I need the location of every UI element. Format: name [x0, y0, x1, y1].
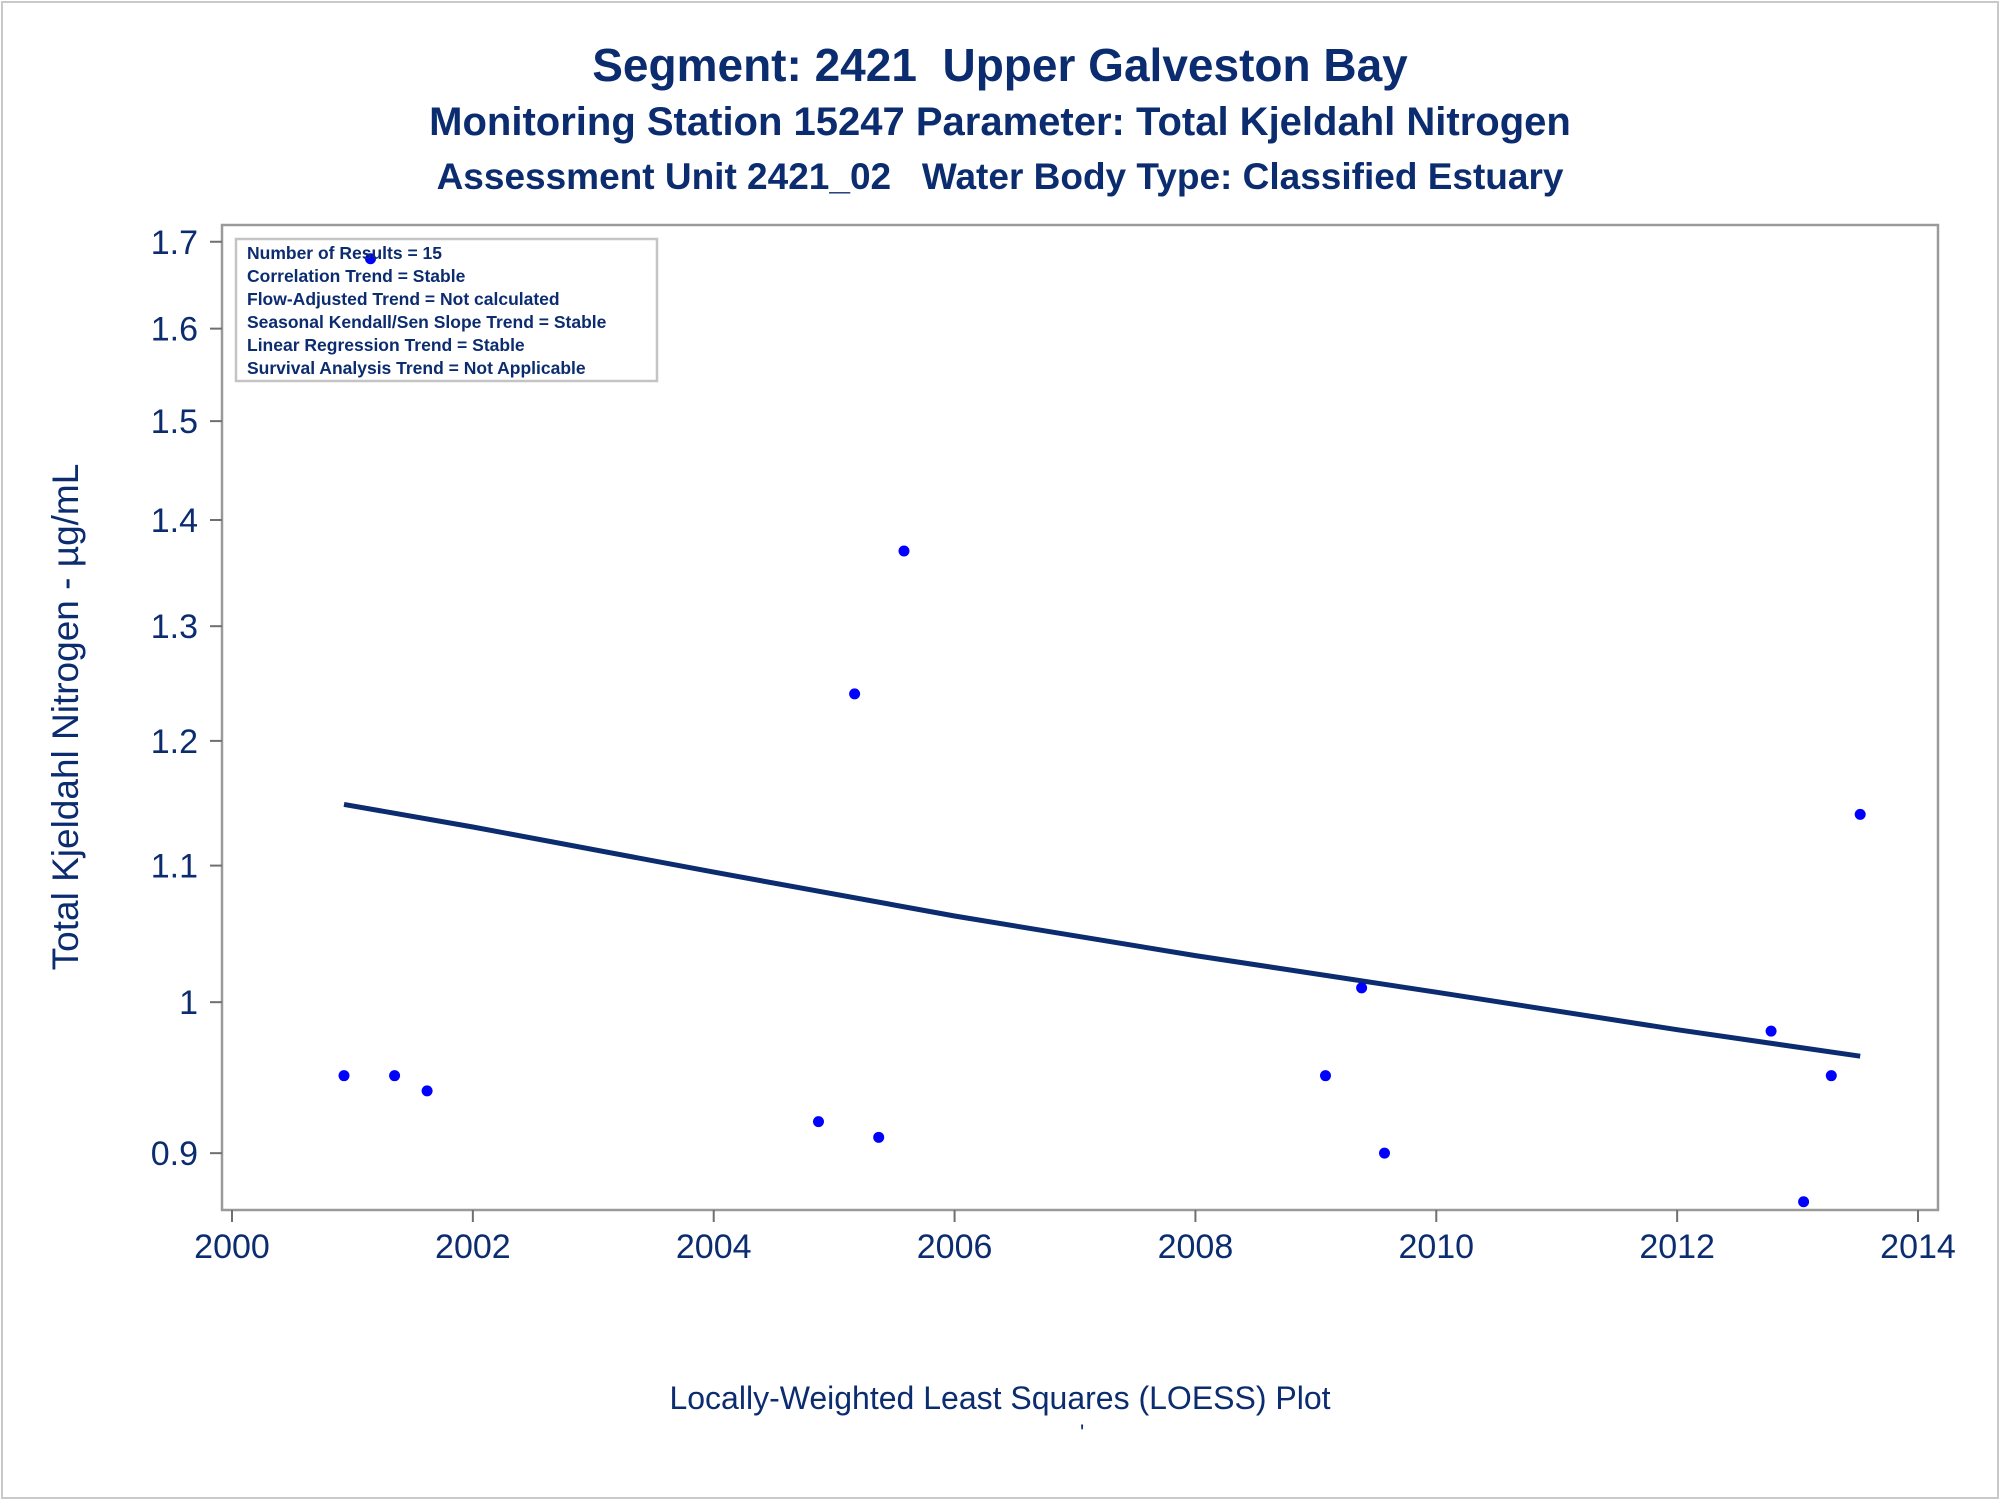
x-axis-label: Locally-Weighted Least Squares (LOESS) P…	[669, 1380, 1331, 1416]
footnote-mark: '	[1080, 1420, 1085, 1445]
loess-line	[343, 801, 1861, 1059]
data-point	[1319, 1070, 1331, 1082]
y-tick-label: 1	[179, 984, 198, 1022]
data-point	[421, 1085, 433, 1097]
data-point	[898, 545, 910, 557]
data-point	[338, 1070, 350, 1082]
chart-subtitle-station: Monitoring Station 15247 Parameter: Tota…	[429, 100, 1571, 144]
plot-area	[220, 223, 1940, 1212]
data-point	[1854, 808, 1866, 820]
data-point	[812, 1116, 824, 1128]
stats-line: Correlation Trend = Stable	[247, 266, 466, 286]
stats-line: Number of Results = 15	[247, 243, 442, 263]
x-tick-label: 2014	[1880, 1228, 1956, 1266]
x-tick-label: 2002	[435, 1228, 511, 1266]
y-tick-label: 1.4	[151, 502, 198, 540]
data-point	[873, 1131, 885, 1143]
y-tick-label: 1.2	[151, 723, 198, 761]
x-axis: 2000 2002 2004 2006 2008 2010 2012 2014	[194, 1210, 1956, 1266]
y-tick-label: 0.9	[151, 1135, 198, 1173]
stats-line: Seasonal Kendall/Sen Slope Trend = Stabl…	[247, 312, 607, 332]
stats-box: Number of Results = 15 Correlation Trend …	[234, 237, 659, 383]
data-point	[364, 253, 376, 265]
stats-box-border	[234, 237, 659, 383]
x-tick-label: 2006	[917, 1228, 993, 1266]
data-point	[849, 688, 861, 700]
x-tick-label: 2012	[1639, 1228, 1715, 1266]
data-point	[1825, 1070, 1837, 1082]
data-point	[1765, 1025, 1777, 1037]
x-tick-label: 2004	[676, 1228, 752, 1266]
data-point	[1356, 982, 1368, 994]
stats-line: Flow-Adjusted Trend = Not calculated	[247, 289, 560, 309]
y-axis: 0.9 1 1.1 1.2 1.3 1.4 1.5 1.6 1.7	[151, 224, 222, 1173]
data-point	[1379, 1147, 1391, 1159]
chart-title: Segment: 2421 Upper Galveston Bay	[592, 39, 1408, 91]
x-tick-label: 2000	[194, 1228, 270, 1266]
data-points	[338, 253, 1866, 1208]
y-tick-label: 1.7	[151, 224, 198, 262]
y-tick-label: 1.6	[151, 311, 198, 349]
stats-line: Linear Regression Trend = Stable	[247, 335, 525, 355]
x-tick-label: 2008	[1158, 1228, 1234, 1266]
stats-line: Survival Analysis Trend = Not Applicable	[247, 358, 586, 378]
y-axis-label: Total Kjeldahl Nitrogen - µg/mL	[45, 464, 86, 971]
y-tick-label: 1.3	[151, 608, 198, 646]
data-point	[389, 1070, 401, 1082]
chart-subtitle-assessment: Assessment Unit 2421_02 Water Body Type:…	[436, 156, 1564, 197]
data-point	[1798, 1196, 1810, 1208]
x-tick-label: 2010	[1398, 1228, 1474, 1266]
y-tick-label: 1.1	[151, 848, 198, 886]
loess-trend	[343, 801, 1861, 1059]
y-tick-label: 1.5	[151, 403, 198, 441]
